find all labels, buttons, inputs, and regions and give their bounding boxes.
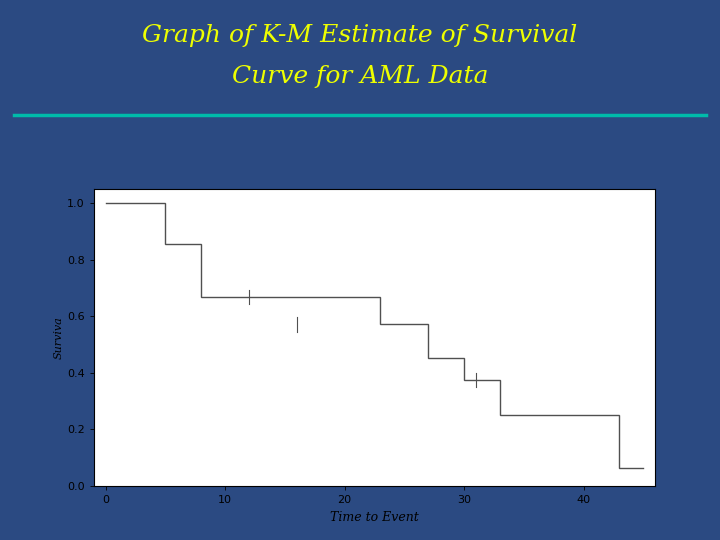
Text: Graph of K-M Estimate of Survival: Graph of K-M Estimate of Survival [143, 24, 577, 47]
Text: Curve for AML Data: Curve for AML Data [232, 65, 488, 89]
X-axis label: Time to Event: Time to Event [330, 511, 419, 524]
Y-axis label: Surviva: Surviva [54, 316, 64, 359]
